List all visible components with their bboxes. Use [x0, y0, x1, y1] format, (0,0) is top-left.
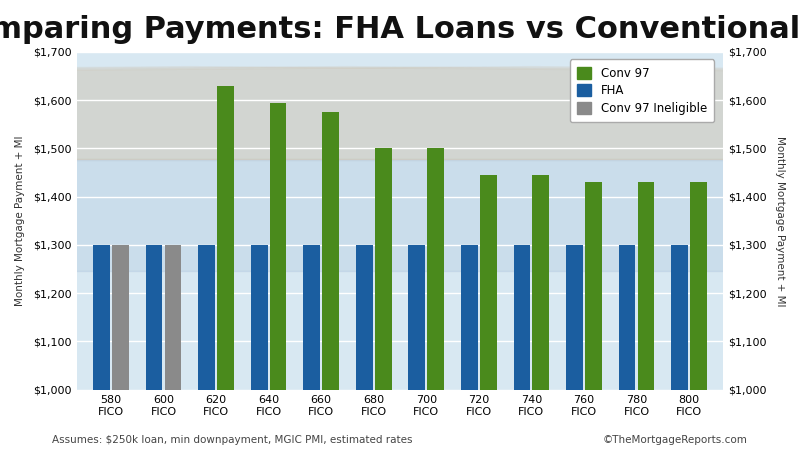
Bar	[93, 245, 110, 390]
Bar	[480, 175, 497, 390]
Bar	[165, 245, 182, 390]
Bar	[514, 245, 530, 390]
Bar	[217, 86, 234, 390]
Bar	[533, 175, 550, 390]
Y-axis label: Monthly Mortgage Payment + MI: Monthly Mortgage Payment + MI	[775, 135, 785, 306]
Bar	[303, 245, 320, 390]
Legend: Conv 97, FHA, Conv 97 Ineligible: Conv 97, FHA, Conv 97 Ineligible	[570, 59, 714, 122]
Bar	[0, 159, 800, 271]
Bar	[146, 245, 162, 390]
Bar	[638, 182, 654, 390]
Bar	[618, 245, 635, 390]
Bar	[461, 245, 478, 390]
Bar	[374, 148, 391, 390]
Bar	[356, 245, 373, 390]
Bar	[112, 245, 129, 390]
Text: Assumes: $250k loan, min downpayment, MGIC PMI, estimated rates: Assumes: $250k loan, min downpayment, MG…	[52, 435, 413, 445]
Bar	[585, 182, 602, 390]
Polygon shape	[0, 67, 800, 159]
Bar	[671, 245, 688, 390]
Bar	[0, 159, 800, 271]
Bar	[250, 245, 267, 390]
Title: Comparing Payments: FHA Loans vs Conventional 97: Comparing Payments: FHA Loans vs Convent…	[0, 15, 800, 44]
Text: ©TheMortgageReports.com: ©TheMortgageReports.com	[603, 435, 748, 445]
Bar	[198, 245, 215, 390]
Bar	[0, 159, 800, 271]
Bar	[270, 103, 286, 390]
Bar	[427, 148, 444, 390]
Bar	[566, 245, 583, 390]
Polygon shape	[0, 67, 800, 159]
Y-axis label: Monthly Mortgage Payment + MI: Monthly Mortgage Payment + MI	[15, 135, 25, 306]
Bar	[690, 182, 707, 390]
Polygon shape	[0, 67, 800, 159]
Bar	[409, 245, 426, 390]
Bar	[322, 112, 339, 390]
